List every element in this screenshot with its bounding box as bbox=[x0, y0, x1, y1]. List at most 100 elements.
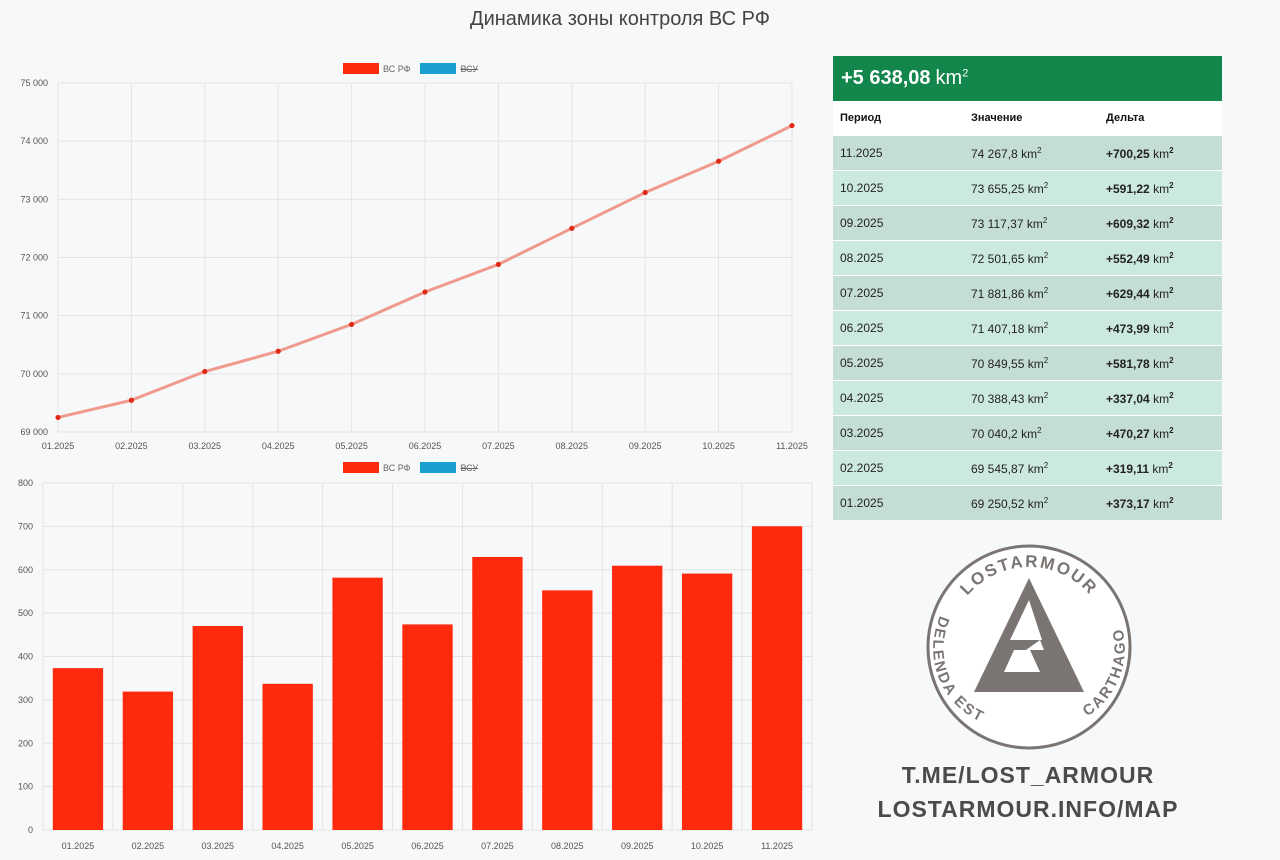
x-tick-label: 04.2025 bbox=[262, 441, 295, 451]
x-tick-label: 08.2025 bbox=[551, 841, 584, 851]
column-header-delta[interactable]: Дельта bbox=[1099, 101, 1222, 136]
legend-swatch-ua bbox=[420, 63, 457, 74]
cell-delta: +591,22 km2 bbox=[1099, 170, 1222, 206]
cell-period: 07.2025 bbox=[833, 275, 964, 311]
y-tick-label: 71 000 bbox=[20, 311, 48, 321]
cell-period: 02.2025 bbox=[833, 450, 964, 486]
cell-period: 03.2025 bbox=[833, 415, 964, 451]
cell-period: 09.2025 bbox=[833, 205, 964, 241]
lostarmour-logo: LOSTARMOUR DELENDA EST CARTHAGO bbox=[926, 544, 1132, 750]
cell-value: 71 881,86 km2 bbox=[964, 275, 1099, 311]
total-delta-value: +5 638,08 bbox=[841, 67, 931, 89]
cell-delta: +470,27 km2 bbox=[1099, 415, 1222, 451]
y-tick-label: 70 000 bbox=[20, 369, 48, 379]
x-tick-label: 11.2025 bbox=[761, 841, 793, 851]
x-tick-label: 10.2025 bbox=[702, 441, 735, 451]
logo-triangle-icon bbox=[974, 578, 1084, 692]
table-row[interactable]: 07.2025 71 881,86 km2 +629,44 km2 bbox=[833, 275, 1222, 311]
line-chart: 69 000 70 000 71 000 72 000 73 000 74 000 75 0… bbox=[20, 78, 807, 451]
cell-value: 70 040,2 km2 bbox=[964, 415, 1099, 451]
y-tick-label: 800 bbox=[18, 478, 33, 488]
x-tick-label: 01.2025 bbox=[62, 841, 95, 851]
y-tick-label: 700 bbox=[18, 521, 33, 531]
data-point bbox=[642, 189, 648, 196]
site-link[interactable]: LOSTARMOUR.INFO/MAP bbox=[877, 796, 1179, 822]
table-row[interactable]: 09.2025 73 117,37 km2 +609,32 km2 bbox=[833, 205, 1222, 241]
table-row[interactable]: 04.2025 70 388,43 km2 +337,04 km2 bbox=[833, 380, 1222, 416]
cell-value: 73 655,25 km2 bbox=[964, 170, 1099, 206]
x-tick-label: 06.2025 bbox=[411, 841, 444, 851]
legend-label-ua: ВСУ bbox=[460, 63, 479, 74]
x-tick-label: 09.2025 bbox=[629, 441, 662, 451]
page-title: Динамика зоны контроля ВС РФ bbox=[470, 8, 770, 30]
bar-chart-legend[interactable]: ВС РФ ВСУ bbox=[343, 462, 478, 473]
table-row[interactable]: 05.2025 70 849,55 km2 +581,78 km2 bbox=[833, 345, 1222, 381]
x-tick-label: 07.2025 bbox=[481, 841, 514, 851]
data-point bbox=[716, 158, 722, 164]
table-row[interactable]: 11.2025 74 267,8 km2 +700,25 km2 bbox=[833, 135, 1222, 171]
y-tick-label: 100 bbox=[18, 782, 33, 792]
data-point bbox=[55, 414, 61, 421]
table-row[interactable]: 03.2025 70 040,2 km2 +470,27 km2 bbox=[833, 415, 1222, 451]
y-tick-label: 69 000 bbox=[20, 427, 48, 437]
cell-delta: +609,32 km2 bbox=[1099, 205, 1222, 241]
x-tick-label: 08.2025 bbox=[556, 441, 589, 451]
cell-delta: +700,25 km2 bbox=[1099, 135, 1222, 171]
cell-value: 69 545,87 km2 bbox=[964, 450, 1099, 486]
y-tick-label: 73 000 bbox=[20, 194, 48, 204]
table-row[interactable]: 08.2025 72 501,65 km2 +552,49 km2 bbox=[833, 240, 1222, 276]
bar bbox=[332, 577, 383, 830]
cell-delta: +319,11 km2 bbox=[1099, 450, 1222, 486]
bar bbox=[751, 526, 803, 830]
bar bbox=[402, 624, 453, 830]
line-chart-legend[interactable]: ВС РФ ВСУ bbox=[343, 63, 478, 74]
bar bbox=[681, 573, 733, 830]
x-tick-label: 02.2025 bbox=[115, 441, 148, 451]
data-point bbox=[128, 397, 134, 403]
data-point bbox=[202, 368, 208, 375]
cell-value: 70 388,43 km2 bbox=[964, 380, 1099, 416]
y-tick-label: 300 bbox=[18, 695, 33, 705]
table-row[interactable]: 10.2025 73 655,25 km2 +591,22 km2 bbox=[833, 170, 1222, 206]
x-tick-label: 01.2025 bbox=[42, 441, 75, 451]
cell-period: 06.2025 bbox=[833, 310, 964, 346]
y-tick-label: 75 000 bbox=[20, 78, 48, 88]
telegram-link[interactable]: T.ME/LOST_ARMOUR bbox=[901, 762, 1155, 788]
cell-period: 05.2025 bbox=[833, 345, 964, 381]
bar bbox=[472, 556, 523, 830]
bar bbox=[542, 590, 593, 830]
bar bbox=[612, 565, 663, 830]
cell-delta: +581,78 km2 bbox=[1099, 345, 1222, 381]
table-row[interactable]: 06.2025 71 407,18 km2 +473,99 km2 bbox=[833, 310, 1222, 346]
y-tick-label: 74 000 bbox=[20, 136, 48, 146]
y-tick-label: 200 bbox=[18, 738, 33, 748]
bar bbox=[262, 683, 313, 830]
cell-value: 72 501,65 km2 bbox=[964, 240, 1099, 276]
table-row[interactable]: 02.2025 69 545,87 km2 +319,11 km2 bbox=[833, 450, 1222, 486]
cell-delta: +473,99 km2 bbox=[1099, 310, 1222, 346]
x-tick-label: 03.2025 bbox=[189, 441, 222, 451]
y-tick-label: 0 bbox=[28, 825, 33, 835]
cell-value: 73 117,37 km2 bbox=[964, 205, 1099, 241]
column-header-value[interactable]: Значение bbox=[964, 101, 1099, 136]
cell-delta: +629,44 km2 bbox=[1099, 275, 1222, 311]
x-tick-label: 05.2025 bbox=[341, 841, 374, 851]
data-point bbox=[422, 289, 428, 295]
bar bbox=[52, 668, 104, 830]
data-point bbox=[569, 225, 575, 231]
cell-value: 70 849,55 km2 bbox=[964, 345, 1099, 381]
legend-label-ru: ВС РФ bbox=[383, 462, 411, 473]
x-tick-label: 09.2025 bbox=[621, 841, 654, 851]
table-row[interactable]: 01.2025 69 250,52 km2 +373,17 km2 bbox=[833, 485, 1222, 520]
x-tick-label: 07.2025 bbox=[482, 441, 515, 451]
table-header-row: Период Значение Дельта bbox=[833, 101, 1222, 136]
data-table: Период Значение Дельта 11.2025 74 267,8 k… bbox=[833, 101, 1222, 520]
x-tick-label: 05.2025 bbox=[335, 441, 368, 451]
data-point bbox=[495, 261, 501, 267]
x-tick-label: 04.2025 bbox=[271, 841, 304, 851]
total-delta-unit: km2 bbox=[935, 67, 969, 89]
data-point bbox=[349, 321, 355, 328]
column-header-period[interactable]: Период bbox=[833, 101, 964, 136]
cell-value: 74 267,8 km2 bbox=[964, 135, 1099, 171]
bar-chart: 0 100 200 300 400 500 600 700 800 01.2025 02.2025 0… bbox=[18, 478, 813, 851]
